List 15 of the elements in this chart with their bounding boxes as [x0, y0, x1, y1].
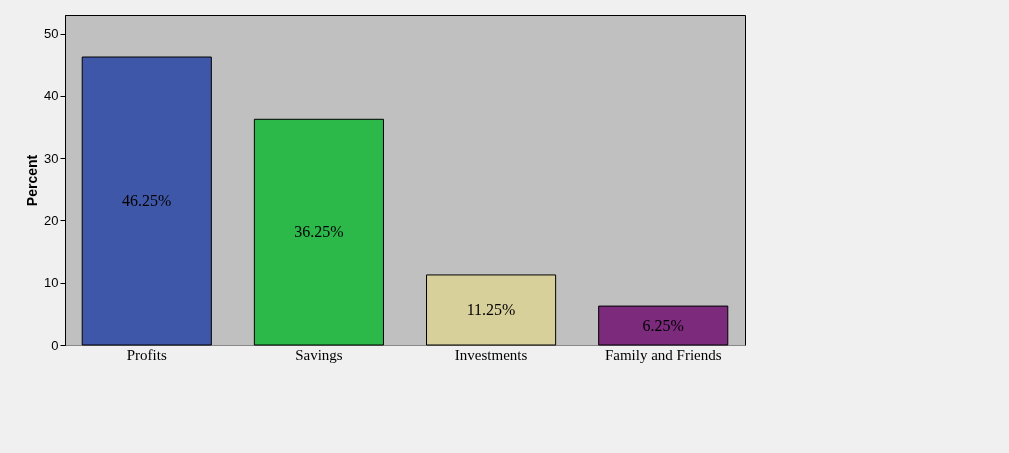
x-tick-label: Investments — [454, 346, 528, 363]
data-label: 11.25% — [466, 300, 516, 318]
x-tick-label: Family and Friends — [604, 346, 722, 363]
data-label: 6.25% — [642, 316, 684, 334]
y-tick-label: 20 — [44, 212, 59, 228]
y-tick-label: 40 — [44, 88, 59, 104]
x-tick-label: Profits — [126, 346, 167, 363]
data-label: 46.25% — [122, 192, 172, 210]
x-tick-label: Savings — [295, 346, 343, 363]
y-tick-label: 0 — [51, 337, 59, 353]
y-tick-label: 10 — [44, 275, 59, 291]
y-tick-label: 50 — [44, 26, 59, 42]
data-label: 36.25% — [294, 223, 344, 241]
y-tick-label: 30 — [44, 150, 59, 166]
y-axis-title: Percent — [24, 154, 41, 207]
